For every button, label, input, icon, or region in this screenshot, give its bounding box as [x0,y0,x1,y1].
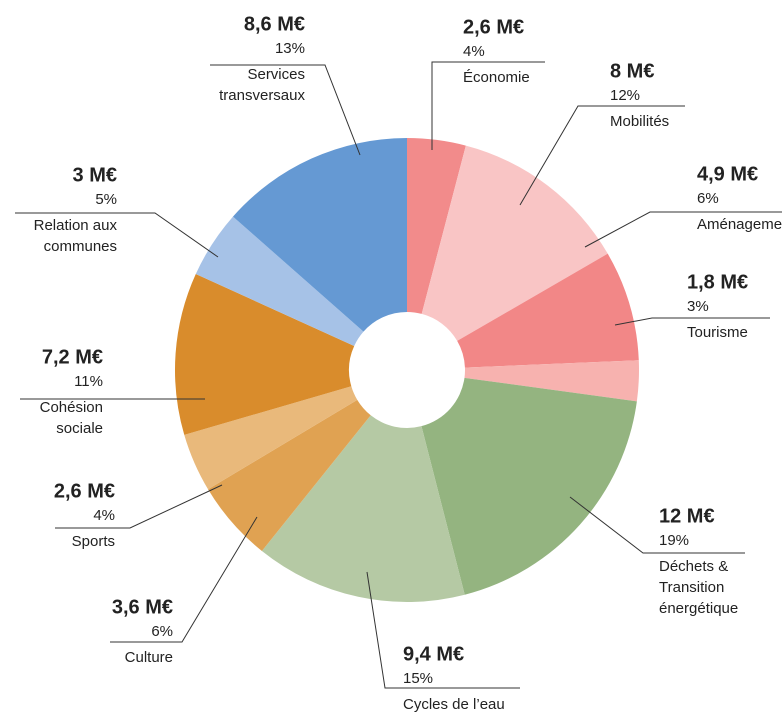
leader-line [55,484,223,529]
category-label: transversaux [219,87,305,104]
category-label: sociale [56,420,103,437]
share-label: 13% [275,40,305,57]
donut-slice [261,415,465,602]
value-label: 3,6 M€ [112,596,173,618]
leader-line [431,61,545,150]
category-label: Cycles de l’eau [403,696,505,713]
value-label: 9,4 M€ [403,643,464,665]
category-label: énergétique [659,600,738,617]
donut-slice [184,386,358,490]
donut-slice [232,138,407,332]
category-label: Transition [659,579,724,596]
leader-line [366,571,520,689]
category-label: Relation aux [34,217,118,234]
category-label: Cohésion [40,399,103,416]
value-label: 12 M€ [659,505,715,527]
leader-line [584,211,782,248]
share-label: 15% [403,670,433,687]
value-label: 7,2 M€ [42,346,103,368]
value-label: 8,6 M€ [244,13,305,35]
share-label: 3% [687,298,709,315]
value-label: 8 M€ [610,60,654,82]
share-label: 19% [659,532,689,549]
leader-line [614,317,770,326]
donut-slice [421,145,608,341]
donut-slice [208,399,371,552]
category-label: Mobilités [610,113,669,130]
category-label: Déchets & [659,558,728,575]
donut-slice [175,274,355,435]
leader-line [110,516,258,643]
value-label: 4,9 M€ [697,163,758,185]
value-label: 1,8 M€ [687,271,748,293]
share-label: 4% [93,507,115,524]
category-label: Sports [72,533,115,550]
leader-line [519,105,685,206]
donut-slice [195,216,364,347]
share-label: 5% [95,191,117,208]
value-label: 2,6 M€ [54,480,115,502]
category-label: Tourisme [687,324,748,341]
category-label: Services [247,66,305,83]
category-label: Aménagement [697,216,782,233]
donut-slice [464,360,639,402]
share-label: 11% [74,373,103,390]
donut-slice [407,138,466,314]
leader-line [569,496,745,554]
donut-slice [421,377,637,595]
share-label: 6% [151,623,173,640]
category-label: communes [44,238,117,255]
share-label: 4% [463,43,485,60]
share-label: 6% [697,190,719,207]
value-label: 3 M€ [73,164,117,186]
leader-line [15,212,219,258]
category-label: Culture [125,649,173,666]
share-label: 12% [610,87,640,104]
category-label: Économie [463,69,530,86]
donut-slice [457,253,639,368]
value-label: 2,6 M€ [463,16,524,38]
leader-line [210,64,361,156]
